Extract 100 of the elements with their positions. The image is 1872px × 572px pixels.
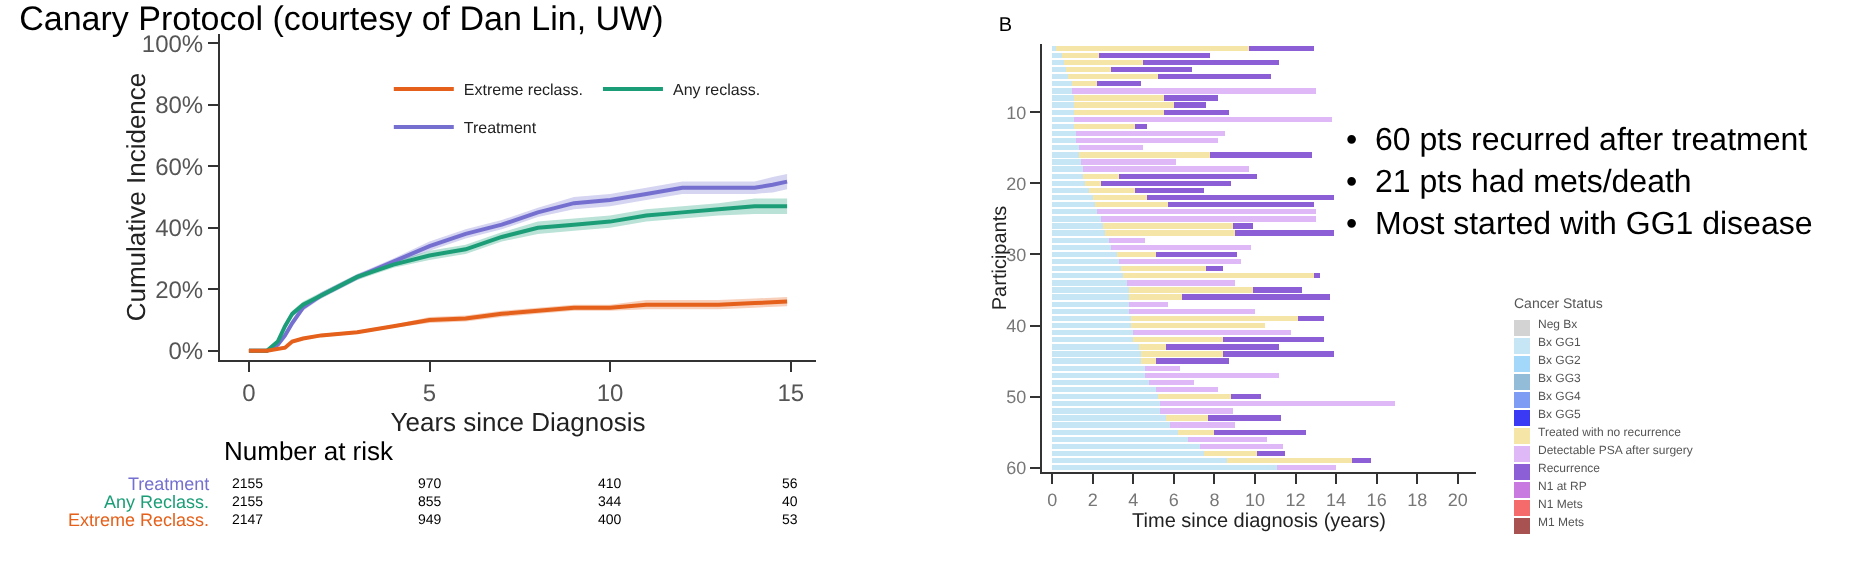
bar: [1052, 258, 1120, 265]
bar: [1052, 287, 1130, 293]
x-tick-label: 10: [1244, 489, 1265, 510]
bar: [1052, 280, 1128, 286]
bar: [1206, 266, 1223, 272]
bar: [1074, 123, 1136, 130]
bar: [1155, 251, 1237, 258]
annotation: • 60 pts recurred after treatment: [1346, 122, 1810, 162]
bar: [1277, 465, 1337, 471]
bar: [1052, 109, 1075, 115]
y-tick-label: 20%: [155, 275, 204, 304]
x-tick-label: 10: [596, 378, 625, 407]
y-axis-title: Cumulative Incidence: [121, 72, 152, 322]
x-tick-label: 18: [1407, 489, 1428, 510]
annotation: • Most started with GG1 disease: [1346, 206, 1815, 246]
text: Treatment: [128, 474, 211, 494]
bar: [1052, 386, 1156, 393]
bar: [1052, 322, 1132, 329]
bar: [1163, 95, 1219, 101]
bar: [1131, 315, 1298, 322]
bar: [1052, 145, 1079, 151]
bar: [1078, 152, 1211, 158]
bar: [1076, 138, 1219, 144]
bar: [1052, 95, 1075, 101]
bar: [1052, 301, 1130, 307]
legend-label: Extreme reclass.: [463, 81, 583, 100]
x-tick-label: 5: [422, 378, 437, 407]
bar: [1052, 166, 1083, 172]
bar: [1052, 237, 1109, 243]
y-tick-label: 60%: [155, 152, 204, 181]
bar: [1052, 393, 1158, 400]
bar: [1181, 294, 1330, 300]
bar: [1102, 223, 1233, 229]
bar: [1177, 429, 1215, 435]
bar: [1052, 337, 1134, 343]
bar: [1127, 280, 1235, 286]
y-tick-label: 40: [1006, 315, 1027, 336]
bar: [1052, 159, 1081, 165]
bar: [1208, 415, 1282, 421]
bar: [1052, 351, 1142, 357]
bar: [1052, 422, 1170, 428]
bar: [1169, 422, 1235, 428]
y-tick-label: 0%: [168, 337, 204, 366]
x-tick-label: 6: [1168, 489, 1179, 510]
bar: [1052, 138, 1077, 144]
bar: [1052, 59, 1065, 66]
bar: [1082, 173, 1120, 179]
x-tick-label: 8: [1209, 489, 1220, 510]
bar: [1165, 415, 1209, 421]
bar: [1052, 130, 1077, 137]
bar: [1064, 59, 1144, 66]
y-tick-label: 10: [1006, 102, 1027, 123]
bar: [1052, 173, 1083, 179]
y-tick-label: 30: [1006, 244, 1027, 265]
bar: [1123, 273, 1314, 279]
bar: [1135, 123, 1148, 130]
x-tick-label: 14: [1326, 489, 1347, 510]
bar: [1052, 223, 1103, 229]
bar: [1056, 45, 1249, 51]
text: Extreme Reclass.: [68, 510, 210, 530]
bar: [1052, 358, 1142, 364]
bar: [1104, 230, 1235, 236]
y-tick-label: 80%: [155, 91, 204, 120]
bar: [1052, 123, 1075, 130]
bar: [1052, 230, 1105, 236]
text: Any Reclass.: [104, 492, 210, 512]
bar: [1052, 244, 1111, 250]
bar: [1052, 294, 1130, 300]
bar: [1297, 315, 1324, 322]
bar: [1145, 372, 1280, 378]
bar: [1052, 102, 1075, 108]
bar: [1074, 116, 1332, 123]
legend-label: Treatment: [463, 119, 538, 138]
bar: [1052, 344, 1140, 350]
bar: [1052, 88, 1073, 94]
bar: [1052, 66, 1067, 73]
bar: [1052, 308, 1130, 314]
bar: [1072, 88, 1316, 94]
y-tick-label: 50: [1006, 386, 1027, 407]
bar: [1256, 450, 1286, 457]
annotation: • 21 pts had mets/death: [1346, 164, 1694, 204]
bar: [1052, 187, 1089, 194]
x-axis-title: Time since diagnosis (years): [1132, 510, 1386, 533]
bar: [1052, 408, 1160, 414]
x-tick-label: 4: [1128, 489, 1139, 510]
bar: [1052, 415, 1166, 421]
bar: [1052, 74, 1069, 80]
text: Number at risk: [224, 436, 395, 466]
bar: [1230, 393, 1262, 400]
bar: [1133, 329, 1292, 336]
bar: [1129, 287, 1253, 293]
bar: [1096, 209, 1316, 215]
bar: [1052, 365, 1146, 371]
bar: [1052, 465, 1278, 471]
bar: [1052, 379, 1150, 386]
bar: [1052, 329, 1134, 336]
bar: [1094, 202, 1168, 208]
bar: [1052, 116, 1075, 123]
bar: [1052, 372, 1146, 378]
bar: [1129, 308, 1255, 314]
